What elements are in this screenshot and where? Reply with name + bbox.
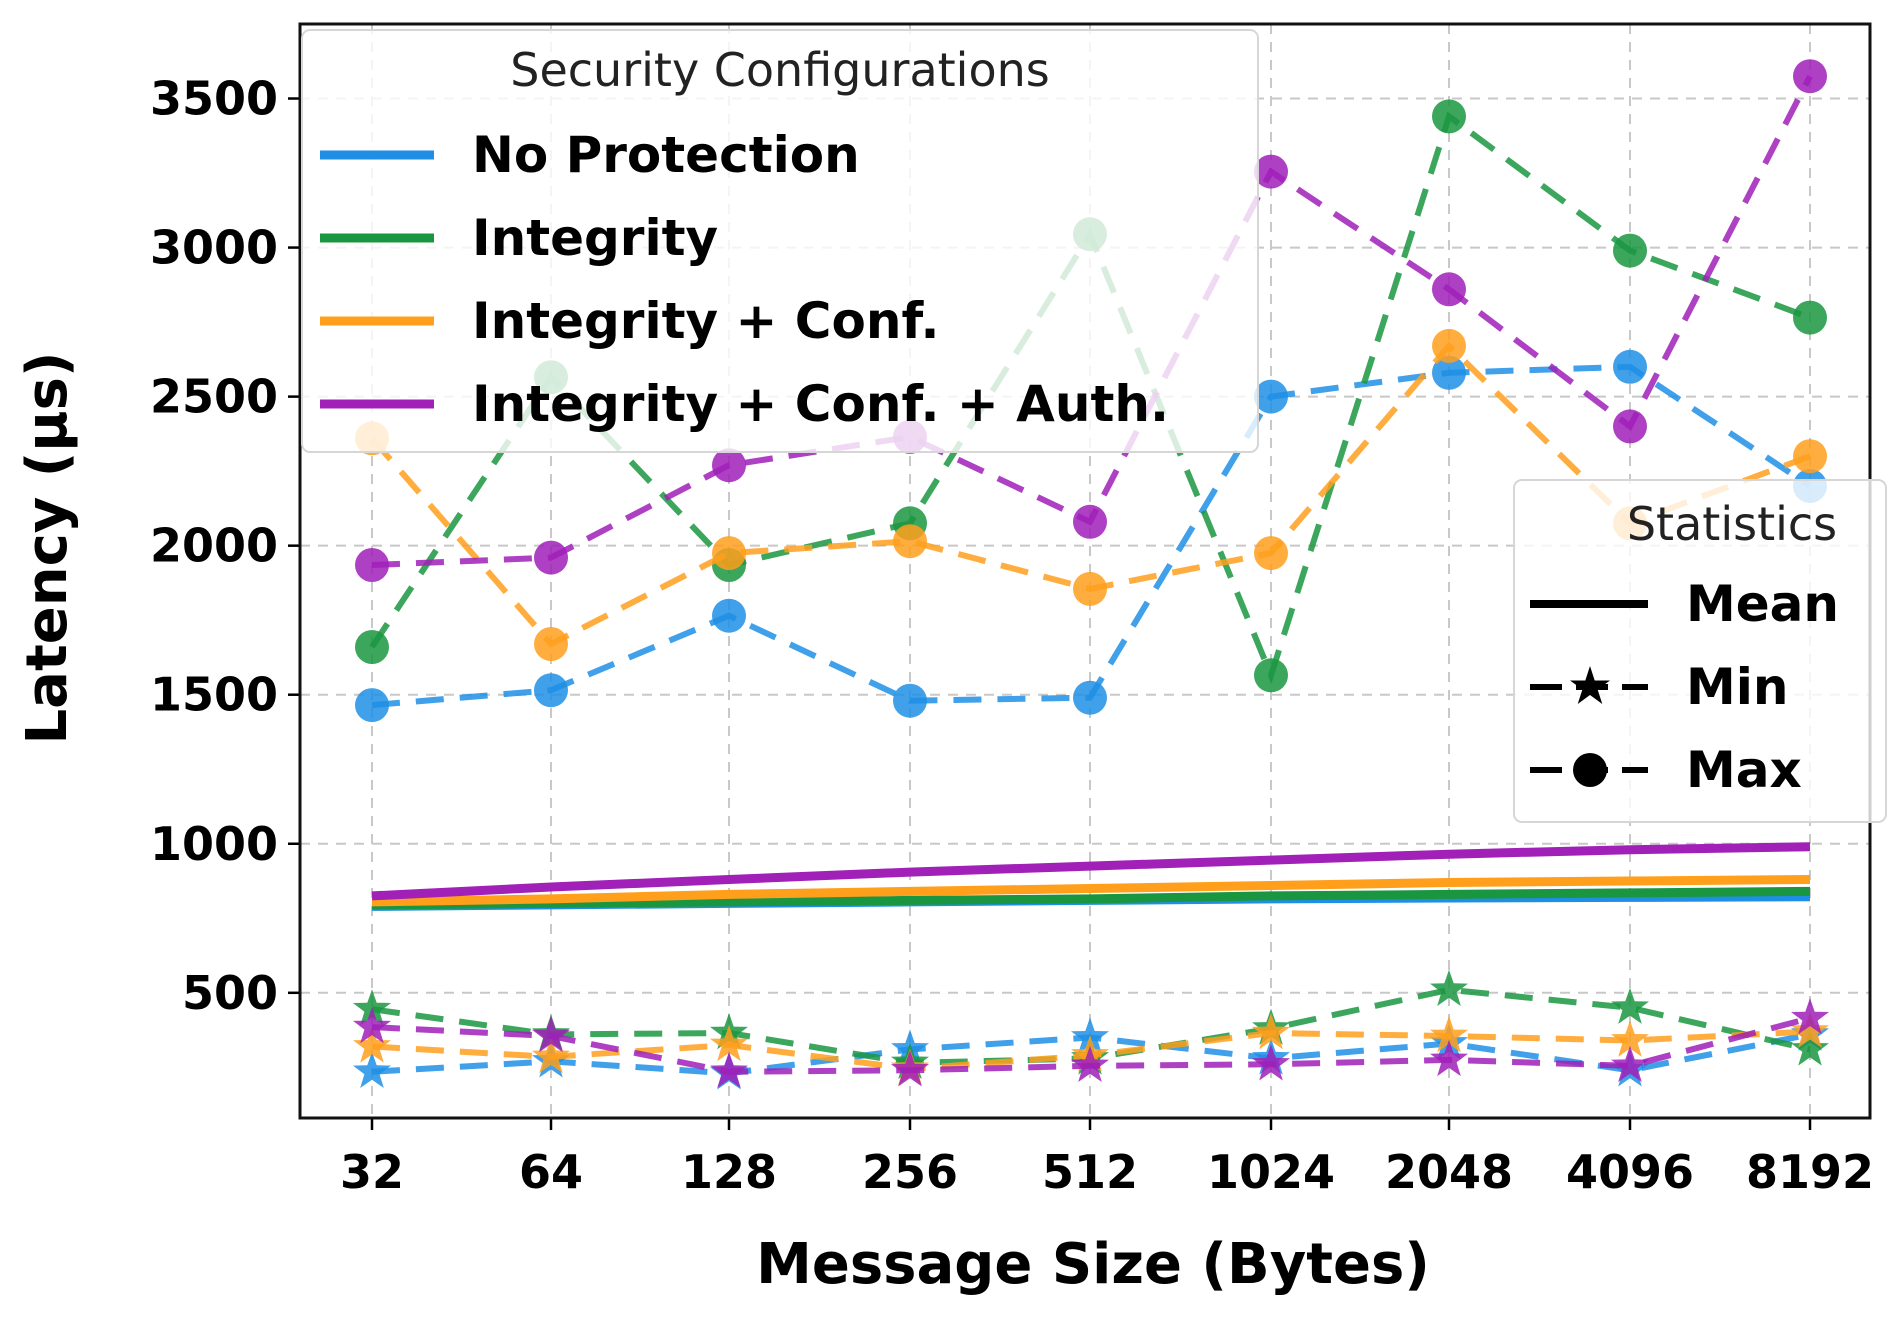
x-tick-label-1024: 1024	[1207, 1145, 1335, 1199]
x-tick-label-4096: 4096	[1566, 1145, 1694, 1199]
y-tick-label-2000: 2000	[150, 519, 278, 573]
legend-label-mean: Mean	[1686, 575, 1839, 633]
legend-star-min	[1570, 666, 1610, 704]
y-tick-label-3500: 3500	[150, 72, 278, 126]
y-tick-label-2500: 2500	[150, 370, 278, 424]
y-tick-label-500: 500	[182, 966, 278, 1020]
legend-label-no-protection: No Protection	[472, 126, 860, 184]
min-marker-integrity-4096	[1611, 987, 1649, 1024]
legend-security-configurations: Security Configurations No Protection Inte…	[301, 29, 1259, 453]
legend-stats-title: Statistics	[1627, 497, 1837, 551]
mean-line-integrity-conf-auth	[371, 842, 1811, 901]
max-marker-integrity-conf-auth-8192	[1793, 59, 1827, 94]
legend-configs-box	[301, 29, 1259, 453]
legend-label-integrity-conf-auth: Integrity + Conf. + Auth.	[472, 375, 1169, 433]
max-marker-integrity-8192	[1793, 300, 1827, 335]
max-marker-no-protection-64	[534, 673, 568, 708]
min-marker-integrity-conf-auth-2048	[1430, 1039, 1468, 1077]
min-marker-integrity-conf-auth-64	[532, 1016, 570, 1053]
legend-circle-max	[1573, 753, 1607, 787]
series-integrity-conf-auth	[353, 59, 1829, 1088]
max-marker-no-protection-256	[893, 683, 927, 718]
y-tick-label-3000: 3000	[150, 221, 278, 275]
plot-series	[353, 59, 1829, 1090]
max-marker-integrity-conf-2048	[1432, 328, 1466, 363]
min-marker-integrity-conf-auth-8192	[1791, 998, 1829, 1035]
max-marker-integrity-conf-512	[1073, 571, 1107, 606]
max-marker-no-protection-32	[355, 688, 389, 723]
max-marker-integrity-4096	[1613, 233, 1647, 268]
max-marker-integrity-conf-auth-4096	[1613, 409, 1647, 444]
legend-statistics: Statistics Mean Min Max	[1513, 479, 1887, 823]
max-marker-integrity-32	[355, 630, 389, 664]
y-axis-title: Latency (μs)	[15, 351, 80, 744]
max-marker-no-protection-512	[1073, 680, 1107, 715]
max-marker-integrity-conf-auth-2048	[1432, 272, 1466, 307]
max-marker-integrity-conf-auth-512	[1073, 504, 1107, 539]
legend-label-max: Max	[1686, 741, 1802, 799]
min-marker-integrity-conf-8192	[1791, 1011, 1829, 1048]
max-marker-integrity-2048	[1432, 99, 1466, 134]
min-marker-integrity-conf-2048	[1430, 1016, 1468, 1053]
mean-line-integrity	[371, 886, 1811, 910]
legend-stats-box	[1513, 479, 1887, 823]
x-tick-label-512: 512	[1042, 1145, 1138, 1199]
max-marker-integrity-conf-128	[712, 536, 746, 571]
max-marker-no-protection-4096	[1613, 349, 1647, 384]
x-tick-label-128: 128	[681, 1145, 777, 1199]
y-tick-label-1000: 1000	[150, 817, 278, 871]
max-marker-no-protection-1024	[1254, 379, 1288, 414]
axes: 500 1000 1500 2000 2500 3000 3500 32 64 128 256 512…	[150, 22, 1874, 1199]
max-marker-integrity-conf-auth-64	[534, 540, 568, 575]
max-marker-integrity-conf-auth-1024	[1254, 154, 1288, 189]
min-marker-integrity-conf-auth-4096	[1611, 1045, 1649, 1082]
min-marker-integrity-conf-auth-256	[891, 1050, 929, 1087]
max-marker-no-protection-2048	[1432, 355, 1466, 390]
min-marker-no-protection-32	[353, 1051, 391, 1088]
legend-label-min: Min	[1686, 658, 1789, 716]
max-marker-integrity-conf-auth-128	[712, 448, 746, 483]
x-tick-label-2048: 2048	[1385, 1145, 1513, 1199]
min-marker-integrity-conf-64	[532, 1036, 570, 1074]
max-marker-integrity-conf-256	[893, 524, 927, 559]
min-marker-integrity-conf-auth-32	[353, 1007, 391, 1044]
max-marker-integrity-conf-1024	[1254, 536, 1288, 571]
max-marker-integrity-conf-8192	[1793, 439, 1827, 474]
x-tick-label-32: 32	[340, 1145, 404, 1199]
x-tick-label-8192: 8192	[1746, 1145, 1874, 1199]
mean-line-integrity-conf	[371, 875, 1811, 907]
x-axis-title: Message Size (Bytes)	[756, 1232, 1430, 1297]
min-marker-integrity-conf-auth-128	[710, 1051, 748, 1088]
min-marker-integrity-conf-128	[710, 1025, 748, 1062]
min-marker-integrity-2048	[1430, 969, 1468, 1006]
min-marker-integrity-conf-4096	[1611, 1020, 1649, 1057]
max-marker-no-protection-128	[712, 598, 746, 633]
x-tick-label-64: 64	[519, 1145, 583, 1199]
min-marker-integrity-conf-1024	[1252, 1013, 1290, 1050]
max-marker-integrity-1024	[1254, 658, 1288, 693]
legend-label-integrity-conf: Integrity + Conf.	[472, 292, 939, 350]
min-marker-integrity-conf-32	[353, 1026, 391, 1063]
min-marker-integrity-8192	[1791, 1029, 1829, 1066]
x-tick-label-256: 256	[862, 1145, 958, 1199]
min-marker-integrity-conf-auth-512	[1071, 1045, 1109, 1082]
legend-label-integrity: Integrity	[472, 209, 718, 267]
min-marker-integrity-conf-auth-1024	[1252, 1044, 1290, 1081]
max-marker-integrity-conf-auth-32	[355, 548, 389, 582]
legend-configs-title: Security Configurations	[510, 43, 1049, 97]
max-marker-integrity-conf-64	[534, 627, 568, 661]
y-tick-label-1500: 1500	[150, 668, 278, 722]
